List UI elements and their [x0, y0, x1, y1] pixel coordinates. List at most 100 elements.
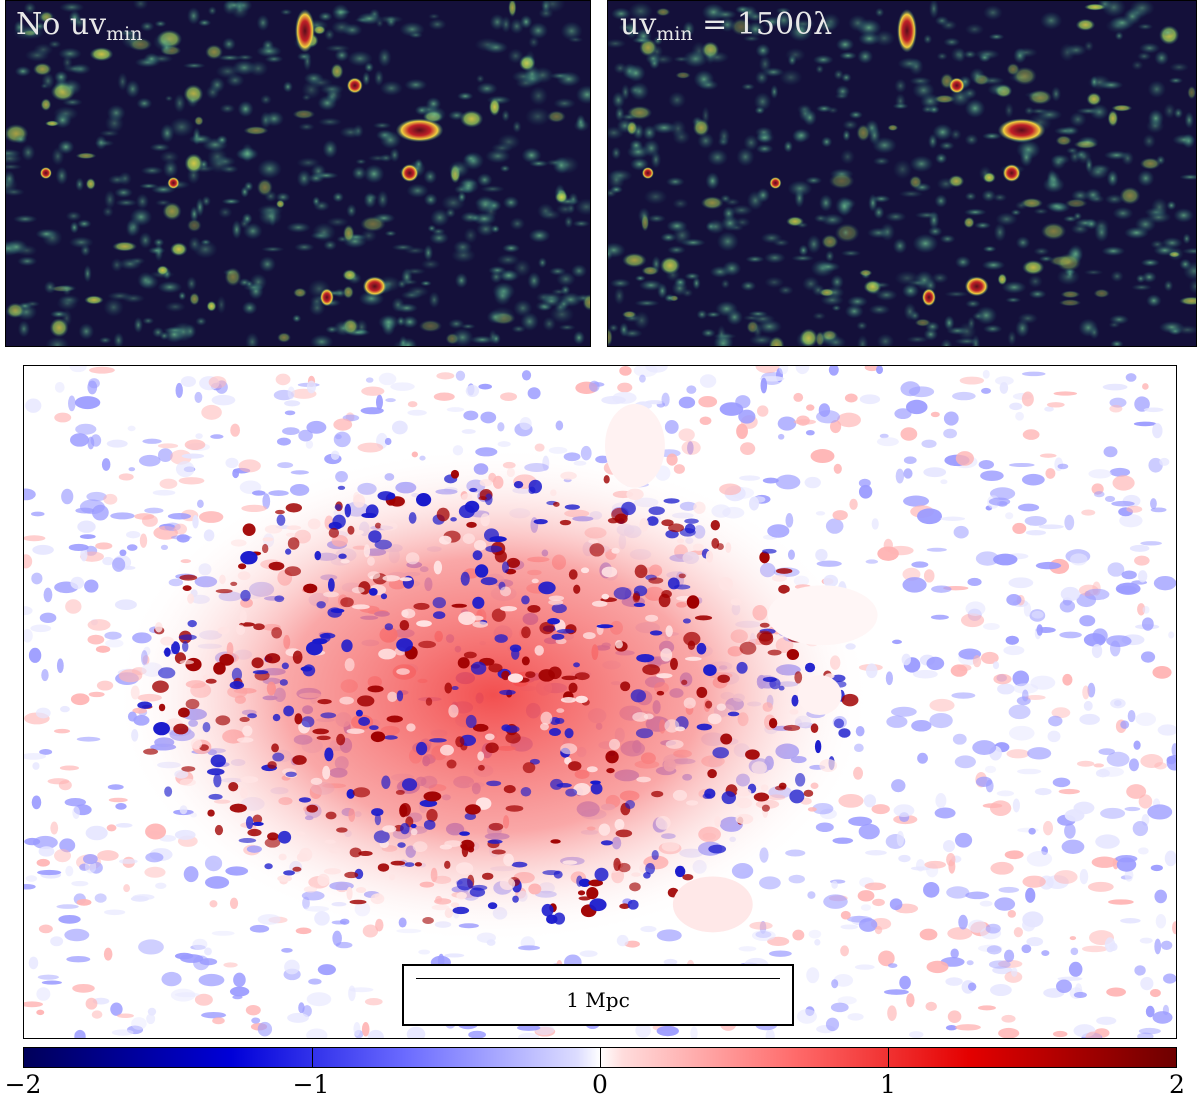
residual-speckle — [872, 898, 885, 907]
halo-residual — [396, 690, 404, 702]
emission-blob — [909, 155, 934, 173]
halo-residual — [264, 653, 281, 664]
residual-speckle — [1025, 695, 1046, 701]
halo-residual — [370, 893, 385, 905]
emission-blob — [643, 188, 668, 205]
emission-blob — [484, 202, 498, 220]
halo-residual — [431, 904, 450, 911]
halo-residual — [185, 657, 202, 672]
residual-speckle — [1152, 666, 1172, 679]
residual-speckle — [1137, 1032, 1154, 1038]
residual-speckle — [863, 794, 877, 808]
residual-speckle — [1052, 1030, 1068, 1038]
emission-blob — [292, 314, 302, 323]
emission-blob — [1056, 253, 1082, 272]
halo-residual — [238, 563, 247, 570]
colorbar-label-0: 0 — [592, 1070, 608, 1099]
emission-blob — [1028, 289, 1047, 299]
residual-speckle — [792, 929, 805, 941]
emission-blob — [12, 214, 38, 224]
halo-residual — [573, 662, 580, 668]
halo-residual — [229, 803, 247, 813]
residual-speckle — [183, 866, 199, 883]
residual-speckle — [126, 531, 141, 539]
residual-speckle — [36, 858, 50, 867]
halo-residual — [271, 627, 283, 639]
emission-blob — [1182, 233, 1191, 245]
emission-blob — [404, 267, 426, 276]
residual-speckle — [993, 553, 1018, 566]
residual-speckle — [952, 733, 967, 745]
residual-speckle — [1142, 605, 1150, 614]
halo-residual — [707, 769, 717, 779]
residual-speckle — [378, 372, 397, 386]
residual-speckle — [1082, 685, 1090, 700]
emission-blob — [1038, 255, 1054, 263]
residual-speckle — [1087, 881, 1114, 892]
emission-blob — [219, 103, 236, 114]
emission-blob — [1019, 147, 1034, 167]
emission-blob — [1121, 151, 1135, 166]
residual-speckle — [806, 967, 820, 984]
residual-speckle — [929, 698, 955, 712]
halo-residual — [577, 890, 586, 896]
emission-blob — [1033, 207, 1049, 215]
halo-residual — [419, 799, 438, 808]
radio-map-image — [608, 1, 1196, 346]
emission-blob — [6, 170, 16, 188]
emission-blob — [729, 204, 754, 216]
emission-blob — [575, 85, 590, 105]
residual-speckle — [28, 647, 42, 663]
residual-speckle — [257, 1021, 273, 1037]
emission-blob — [78, 323, 95, 340]
emission-blob — [448, 160, 470, 178]
halo-residual — [252, 670, 269, 675]
residual-speckle — [1008, 725, 1035, 741]
residual-speckle — [972, 740, 997, 755]
emission-blob — [143, 52, 160, 66]
halo-residual — [575, 695, 588, 704]
emission-blob — [1005, 296, 1022, 304]
residual-speckle — [306, 380, 316, 394]
residual-speckle — [1138, 794, 1153, 809]
emission-blob — [258, 256, 276, 273]
emission-blob — [682, 20, 695, 37]
emission-blob — [1158, 320, 1185, 334]
halo-residual — [217, 626, 230, 635]
halo-residual — [252, 821, 264, 827]
residual-speckle — [1091, 856, 1118, 868]
halo-residual — [778, 685, 785, 691]
emission-blob — [373, 69, 384, 87]
emission-blob — [813, 213, 828, 223]
halo-residual — [661, 841, 680, 852]
residual-speckle — [74, 1029, 86, 1038]
halo-residual — [548, 728, 561, 736]
residual-speckle — [128, 467, 136, 472]
emission-blob — [716, 231, 739, 252]
emission-blob — [341, 23, 363, 37]
halo-residual — [463, 651, 477, 659]
residual-speckle — [75, 423, 97, 435]
halo-residual — [504, 725, 520, 733]
emission-blob — [1101, 246, 1126, 257]
emission-blob — [76, 219, 92, 229]
emission-blob — [1150, 197, 1168, 217]
emission-blob — [118, 29, 138, 37]
residual-speckle — [955, 451, 974, 466]
halo-residual — [316, 735, 331, 741]
emission-blob — [397, 279, 407, 289]
emission-blob — [721, 215, 740, 232]
halo-residual — [408, 512, 417, 524]
emission-blob — [835, 84, 850, 98]
halo-residual — [368, 587, 378, 596]
colorbar-label-2: 2 — [1169, 1070, 1185, 1099]
halo-residual — [760, 784, 769, 792]
emission-blob — [696, 309, 708, 320]
halo-residual — [374, 539, 392, 550]
emission-blob — [521, 147, 542, 164]
halo-residual — [500, 605, 518, 612]
emission-blob — [1184, 111, 1195, 129]
emission-blob — [103, 189, 116, 210]
emission-blob — [582, 294, 590, 311]
emission-blob — [964, 191, 977, 201]
